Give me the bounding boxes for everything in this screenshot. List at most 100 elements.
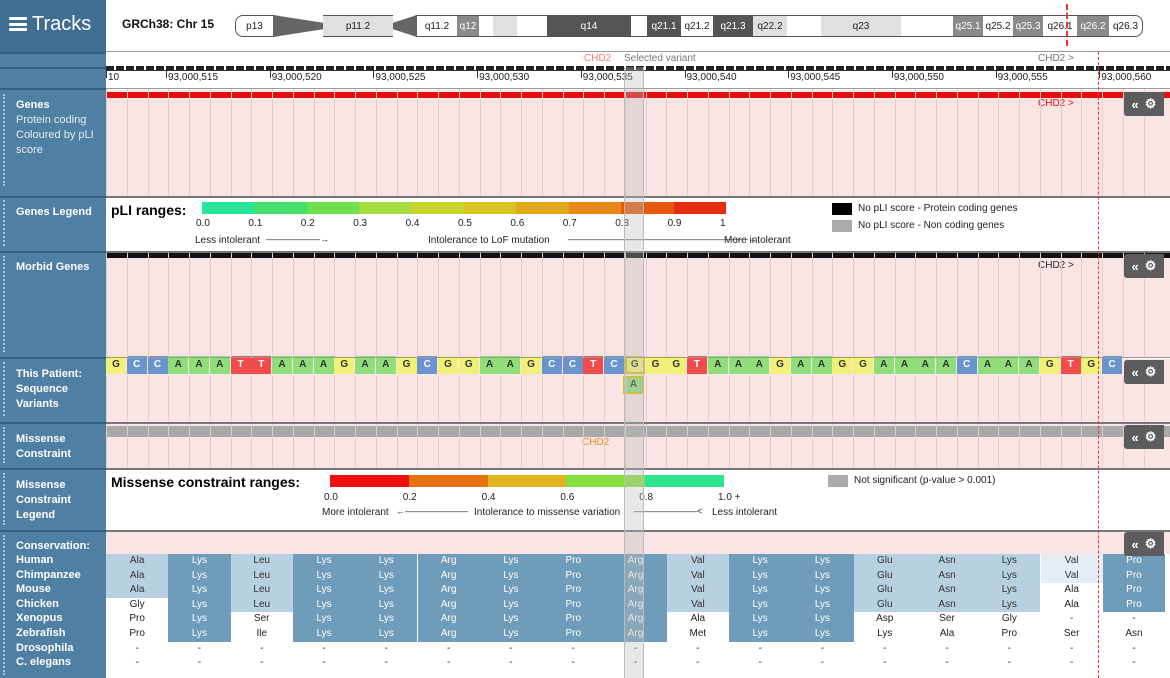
nucleotide-a[interactable]: A: [894, 356, 915, 374]
ideogram-band[interactable]: q21.1: [647, 15, 681, 37]
nucleotide-a[interactable]: A: [375, 356, 396, 374]
nucleotide-a[interactable]: A: [811, 356, 832, 374]
nucleotide-g[interactable]: G: [1039, 356, 1060, 374]
nucleotide-g[interactable]: G: [853, 356, 873, 374]
drag-handle-missense[interactable]: [3, 427, 8, 463]
ideogram-band[interactable]: q26.1: [1043, 15, 1077, 37]
gear-icon[interactable]: ⚙: [1144, 258, 1157, 273]
gene-bar-chd2[interactable]: [106, 92, 1170, 98]
nucleotide-a[interactable]: A: [728, 356, 749, 374]
missense-constraint-bar[interactable]: [106, 426, 1170, 437]
nucleotide-a[interactable]: A: [873, 356, 894, 374]
nucleotide-t[interactable]: T: [230, 356, 251, 374]
collapse-icon[interactable]: «: [1131, 536, 1139, 552]
nucleotide-a[interactable]: A: [749, 356, 770, 374]
nucleotide-a[interactable]: A: [272, 356, 292, 374]
nucleotide-c[interactable]: C: [562, 356, 583, 374]
gear-icon[interactable]: ⚙: [1144, 364, 1157, 379]
nucleotide-c[interactable]: C: [1102, 356, 1122, 374]
chromosome-ideogram[interactable]: GRCh38: Chr 15 p13 p11.2 q11.2 q12 q14 q21.1 q…: [106, 0, 1170, 52]
drag-handle-genes-legend[interactable]: [3, 200, 8, 246]
nucleotide-c[interactable]: C: [541, 356, 562, 374]
nucleotide-a[interactable]: A: [189, 356, 209, 374]
nucleotide-c[interactable]: C: [956, 356, 977, 374]
nucleotide-g[interactable]: G: [832, 356, 853, 374]
ideogram-band[interactable]: q26.2: [1077, 15, 1109, 37]
drag-handle-conservation[interactable]: [3, 535, 8, 675]
genes-track[interactable]: [106, 90, 1170, 196]
drag-handle-patient[interactable]: [3, 362, 8, 416]
nucleotide-a[interactable]: A: [977, 356, 998, 374]
nucleotide-a[interactable]: A: [707, 356, 728, 374]
nucleotide-g[interactable]: G: [666, 356, 687, 374]
nucleotide-a[interactable]: A: [790, 356, 811, 374]
ideogram-band[interactable]: [517, 15, 547, 37]
hamburger-menu-icon[interactable]: [9, 17, 27, 31]
nucleotide-g[interactable]: G: [645, 356, 666, 374]
nucleotide-c[interactable]: C: [417, 356, 438, 374]
drag-handle-missense-legend[interactable]: [3, 473, 8, 525]
nucleotide-t[interactable]: T: [251, 356, 272, 374]
morbid-genes-track[interactable]: [106, 253, 1170, 357]
ideogram-band[interactable]: [493, 15, 517, 37]
nucleotide-g[interactable]: G: [334, 356, 355, 374]
nucleotide-g[interactable]: G: [438, 356, 458, 374]
nucleotide-a[interactable]: A: [915, 356, 936, 374]
nucleotide-g[interactable]: G: [396, 356, 417, 374]
nucleotide-a[interactable]: A: [313, 356, 334, 374]
nucleotide-g[interactable]: G: [521, 356, 541, 374]
nucleotide-g[interactable]: G: [624, 356, 645, 374]
gear-icon[interactable]: ⚙: [1144, 96, 1157, 111]
nucleotide-t[interactable]: T: [583, 356, 604, 374]
ideogram-band[interactable]: [787, 15, 821, 37]
ideogram-band[interactable]: [479, 15, 493, 37]
nucleotide-a[interactable]: A: [998, 356, 1019, 374]
ideogram-band[interactable]: q21.2: [681, 15, 713, 37]
ideogram-band[interactable]: p13: [235, 15, 273, 37]
ideogram-band[interactable]: q22.2: [753, 15, 787, 37]
nucleotide-a[interactable]: A: [479, 356, 500, 374]
nucleotide-g[interactable]: G: [770, 356, 790, 374]
ideogram-band[interactable]: q12: [457, 15, 479, 37]
drag-handle-genes[interactable]: [3, 94, 8, 186]
nucleotide-a[interactable]: A: [936, 356, 956, 374]
ideogram-band[interactable]: q25.1: [953, 15, 983, 37]
nucleotide-g[interactable]: G: [1081, 356, 1102, 374]
collapse-icon[interactable]: «: [1131, 258, 1139, 274]
nucleotide-t[interactable]: T: [687, 356, 707, 374]
ideogram-band[interactable]: [631, 15, 647, 37]
ideogram-band[interactable]: [273, 15, 323, 37]
ideogram-band[interactable]: q11.2: [417, 15, 457, 37]
ideogram-band[interactable]: q25.3: [1013, 15, 1043, 37]
collapse-icon[interactable]: «: [1131, 96, 1139, 112]
nucleotide-a[interactable]: A: [209, 356, 230, 374]
nucleotide-a[interactable]: A: [500, 356, 521, 374]
ideogram-band[interactable]: [901, 15, 953, 37]
nucleotide-c[interactable]: C: [126, 356, 147, 374]
nucleotide-a[interactable]: A: [1019, 356, 1039, 374]
ideogram-band[interactable]: q26.3: [1109, 15, 1143, 37]
selected-variant-column[interactable]: [624, 67, 644, 678]
nucleotide-c[interactable]: C: [147, 356, 168, 374]
ideogram-band[interactable]: q21.3: [713, 15, 753, 37]
nucleotide-a[interactable]: A: [292, 356, 313, 374]
ideogram-band[interactable]: q23: [821, 15, 901, 37]
gear-icon[interactable]: ⚙: [1144, 429, 1157, 444]
gear-icon[interactable]: ⚙: [1144, 536, 1157, 551]
collapse-icon[interactable]: «: [1131, 364, 1139, 380]
nucleotide-t[interactable]: T: [1060, 356, 1081, 374]
drag-handle-morbid[interactable]: [3, 256, 8, 352]
coordinate-ruler[interactable]: CHD2 Selected variant CHD2 > 10 93,000,51…: [106, 52, 1170, 89]
nucleotide-g[interactable]: G: [106, 356, 126, 374]
collapse-icon[interactable]: «: [1131, 429, 1139, 445]
morbid-gene-bar[interactable]: [106, 253, 1170, 258]
nucleotide-g[interactable]: G: [458, 356, 479, 374]
ideogram-band[interactable]: q25.2: [983, 15, 1013, 37]
ideogram-band[interactable]: p11.2: [323, 15, 393, 37]
ideogram-band[interactable]: q14: [547, 15, 631, 37]
ideogram-band[interactable]: [393, 15, 417, 37]
nucleotide-a[interactable]: A: [168, 356, 189, 374]
gridline: [438, 253, 439, 357]
nucleotide-c[interactable]: C: [604, 356, 624, 374]
nucleotide-a[interactable]: A: [355, 356, 375, 374]
